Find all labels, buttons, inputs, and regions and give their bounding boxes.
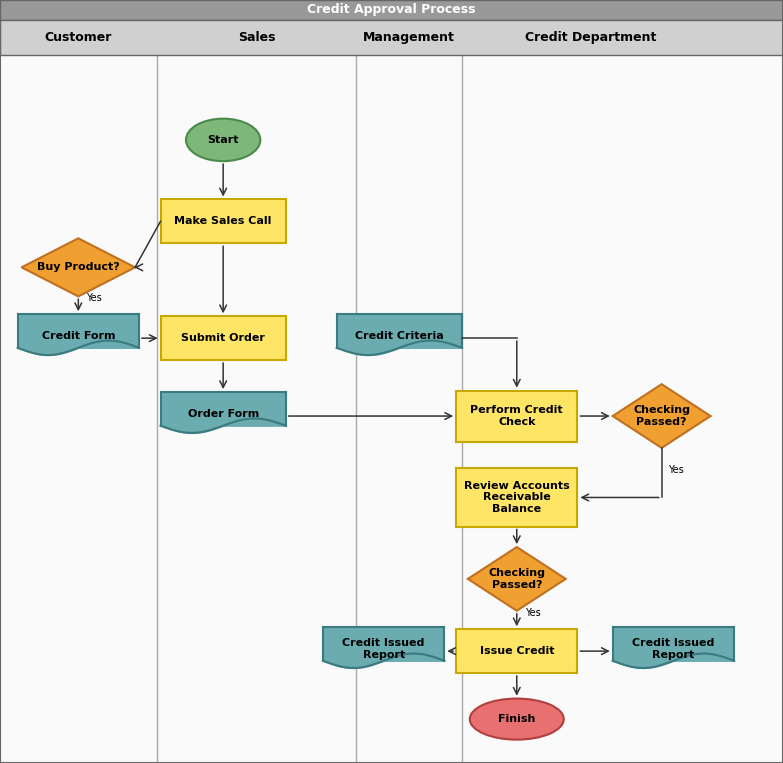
FancyBboxPatch shape <box>323 627 445 661</box>
Text: Yes: Yes <box>86 294 102 304</box>
FancyBboxPatch shape <box>456 629 578 673</box>
Polygon shape <box>468 547 565 610</box>
Text: Order Form: Order Form <box>188 409 258 419</box>
Text: Customer: Customer <box>45 31 112 44</box>
Text: Make Sales Call: Make Sales Call <box>175 217 272 227</box>
FancyBboxPatch shape <box>456 391 578 442</box>
Text: Submit Order: Submit Order <box>181 333 265 343</box>
Text: Yes: Yes <box>668 465 684 475</box>
Text: Credit Issued
Report: Credit Issued Report <box>342 638 425 660</box>
Polygon shape <box>612 385 710 448</box>
FancyBboxPatch shape <box>161 316 286 360</box>
Text: Credit Criteria: Credit Criteria <box>355 331 444 341</box>
Bar <box>0 0 783 20</box>
Text: Perform Credit
Check: Perform Credit Check <box>471 405 563 427</box>
Polygon shape <box>22 238 135 296</box>
Text: Yes: Yes <box>525 608 540 618</box>
Text: Buy Product?: Buy Product? <box>37 262 120 272</box>
Text: Sales: Sales <box>238 31 276 44</box>
Ellipse shape <box>186 119 260 161</box>
Text: Management: Management <box>363 31 455 44</box>
Text: Issue Credit: Issue Credit <box>479 646 554 656</box>
Bar <box>0 20 783 55</box>
Bar <box>462 55 783 763</box>
Text: Checking
Passed?: Checking Passed? <box>633 405 690 427</box>
Text: Review Accounts
Receivable
Balance: Review Accounts Receivable Balance <box>464 481 570 514</box>
Text: Credit Issued
Report: Credit Issued Report <box>632 638 715 660</box>
Text: Checking
Passed?: Checking Passed? <box>489 568 545 590</box>
Text: Credit Form: Credit Form <box>41 331 115 341</box>
Bar <box>157 55 356 763</box>
Text: Credit Department: Credit Department <box>525 31 657 44</box>
FancyBboxPatch shape <box>161 199 286 243</box>
Text: Start: Start <box>207 135 239 145</box>
FancyBboxPatch shape <box>161 392 286 426</box>
FancyBboxPatch shape <box>612 627 734 661</box>
FancyBboxPatch shape <box>18 314 139 348</box>
Bar <box>0 55 157 763</box>
Text: Credit Approval Process: Credit Approval Process <box>307 3 476 17</box>
Ellipse shape <box>470 699 564 739</box>
Bar <box>356 55 462 763</box>
FancyBboxPatch shape <box>456 468 578 526</box>
FancyBboxPatch shape <box>337 314 462 348</box>
Text: Finish: Finish <box>498 714 536 724</box>
